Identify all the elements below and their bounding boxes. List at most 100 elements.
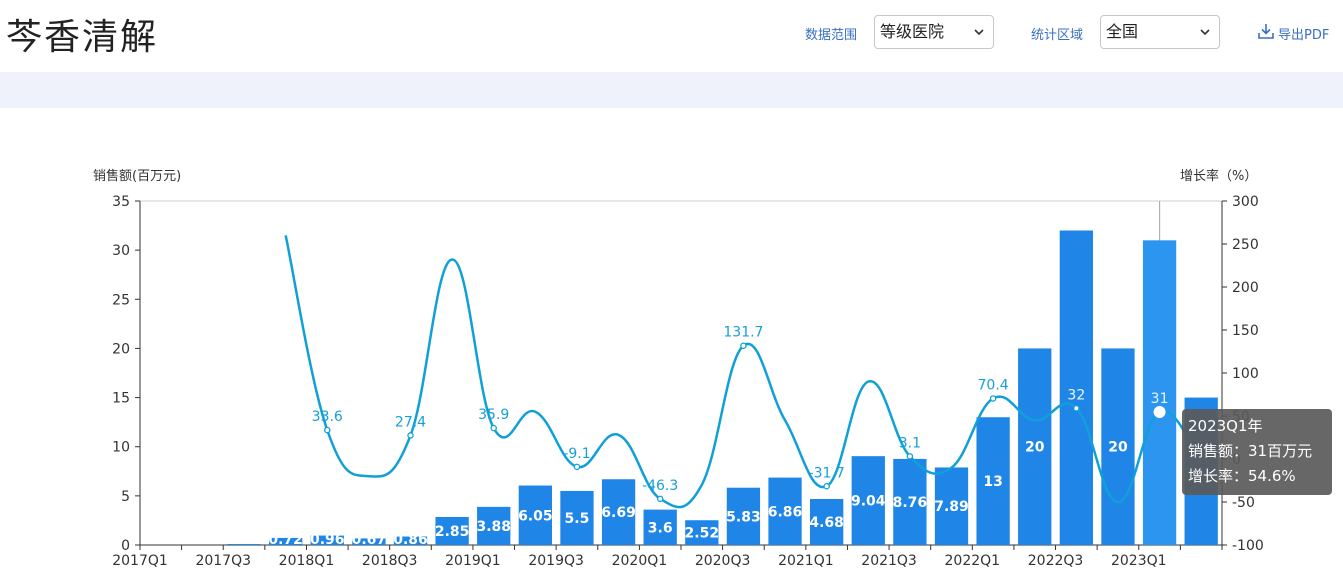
region-label: 统计区域 (1031, 28, 1084, 43)
chevron-down-icon (973, 16, 985, 60)
growth-label: 3.1 (899, 435, 921, 451)
y-tick-label: 20 (112, 341, 130, 357)
bar (1142, 240, 1177, 546)
export-pdf-button[interactable]: 导出PDF (1257, 22, 1329, 44)
growth-marker (573, 463, 581, 471)
bar-label: 6.86 (768, 504, 803, 520)
bar-label: 0.1 (232, 532, 257, 548)
x-tick-label: 2020Q1 (612, 553, 668, 569)
data-range-select[interactable]: 等级医院 (874, 15, 994, 49)
bar-label: 2.85 (435, 524, 470, 540)
bar-label: 20 (1025, 440, 1045, 456)
bar (643, 509, 677, 545)
y-tick-label: 0 (121, 538, 130, 554)
bar-label: 2.52 (685, 526, 720, 542)
growth-marker (324, 426, 331, 434)
bar-label: 7.89 (934, 499, 969, 515)
bar (601, 479, 636, 545)
download-icon (1257, 22, 1275, 44)
y-tick-label: 25 (112, 292, 130, 308)
bar (269, 537, 303, 545)
growth-marker (656, 495, 664, 503)
bar-label: 0.67 (352, 532, 387, 548)
y2-tick-label: -100 (1232, 538, 1264, 554)
bar-label: 5.83 (726, 509, 761, 525)
bar (560, 490, 594, 545)
region-value: 全国 (1106, 22, 1139, 41)
x-tick-label: 2021Q3 (861, 553, 917, 569)
growth-marker (823, 483, 830, 490)
growth-marker (740, 342, 747, 349)
x-tick-label: 2022Q3 (1028, 553, 1084, 569)
growth-marker-active (1153, 406, 1166, 419)
x-tick-label: 2017Q3 (195, 553, 251, 569)
bar-label: 8.76 (893, 495, 928, 511)
x-tick-label: 2019Q1 (445, 553, 501, 569)
growth-marker (407, 432, 414, 439)
growth-label: -31.7 (809, 465, 845, 481)
x-tick-label: 2017Q1 (112, 553, 168, 569)
y2-tick-label: 300 (1232, 194, 1259, 210)
page-title: 芩香清解 (6, 17, 159, 58)
growth-label: 33.6 (312, 409, 343, 425)
y-tick-label: 35 (112, 194, 130, 210)
growth-label: 27.4 (395, 414, 426, 430)
growth-label: 35.9 (478, 407, 509, 423)
growth-marker (490, 424, 497, 432)
bar (893, 458, 927, 545)
x-tick-label: 2021Q1 (778, 553, 834, 569)
y-tick-label: 30 (112, 243, 130, 259)
header: 芩香清解 数据范围 等级医院 统计区域 全国 导出PDF (0, 0, 1343, 72)
bar-label: 6.05 (518, 508, 553, 524)
y2-tick-label: 250 (1232, 237, 1259, 253)
bar (477, 506, 511, 545)
bar-label: 6.69 (601, 505, 636, 521)
bar (435, 516, 469, 545)
growth-label: 131.7 (723, 325, 763, 341)
chevron-down-icon (1199, 16, 1211, 60)
y2-tick-label: -50 (1232, 495, 1255, 511)
bar-label: 3.6 (648, 520, 673, 536)
growth-label: 70.4 (978, 377, 1009, 393)
x-tick-label: 2023Q1 (1111, 553, 1167, 569)
y-tick-label: 5 (121, 489, 130, 505)
bar (1018, 348, 1052, 545)
filter-band (0, 72, 1343, 108)
bar (227, 544, 261, 545)
y2-tick-label: 200 (1232, 280, 1259, 296)
growth-label: -9.1 (563, 446, 590, 462)
bar (976, 417, 1010, 545)
growth-marker (989, 395, 997, 402)
data-range-label: 数据范围 (805, 28, 858, 43)
y-tick-label: 15 (112, 391, 130, 407)
y2-tick-label: 150 (1232, 323, 1259, 339)
y-axis-title: 销售额(百万元) (93, 168, 181, 184)
export-pdf-label: 导出PDF (1278, 27, 1330, 43)
tooltip-period: 2023Q1年 (1188, 417, 1263, 435)
bar-label: 3.88 (476, 519, 511, 535)
bar-label: 0.96 (310, 532, 345, 548)
bar (518, 485, 552, 545)
tooltip-sales: 销售额：31百万元 (1188, 442, 1313, 460)
bar-label: 5.5 (565, 511, 590, 527)
data-range-value: 等级医院 (880, 22, 945, 41)
bar (393, 536, 428, 545)
bar-label: 0.86 (393, 532, 428, 548)
bar (685, 520, 719, 545)
bar (352, 538, 386, 545)
x-tick-label: 2018Q1 (279, 553, 335, 569)
growth-label: -46.3 (642, 478, 678, 494)
bar-label: 13 (983, 474, 1002, 490)
bar-label: 20 (1108, 440, 1128, 456)
growth-marker (906, 453, 914, 460)
bar (934, 467, 969, 545)
x-tick-label: 2020Q3 (695, 553, 751, 569)
region-select[interactable]: 全国 (1100, 15, 1220, 49)
bar-label: 0.72 (268, 532, 303, 548)
growth-label: 31 (1151, 391, 1169, 407)
y2-axis-title: 增长率（%） (1180, 168, 1257, 184)
y2-tick-label: 100 (1232, 366, 1259, 382)
chart-tooltip: 2023Q1年 销售额：31百万元 增长率：54.6% (1182, 409, 1332, 495)
bar-label: 4.68 (809, 515, 844, 531)
